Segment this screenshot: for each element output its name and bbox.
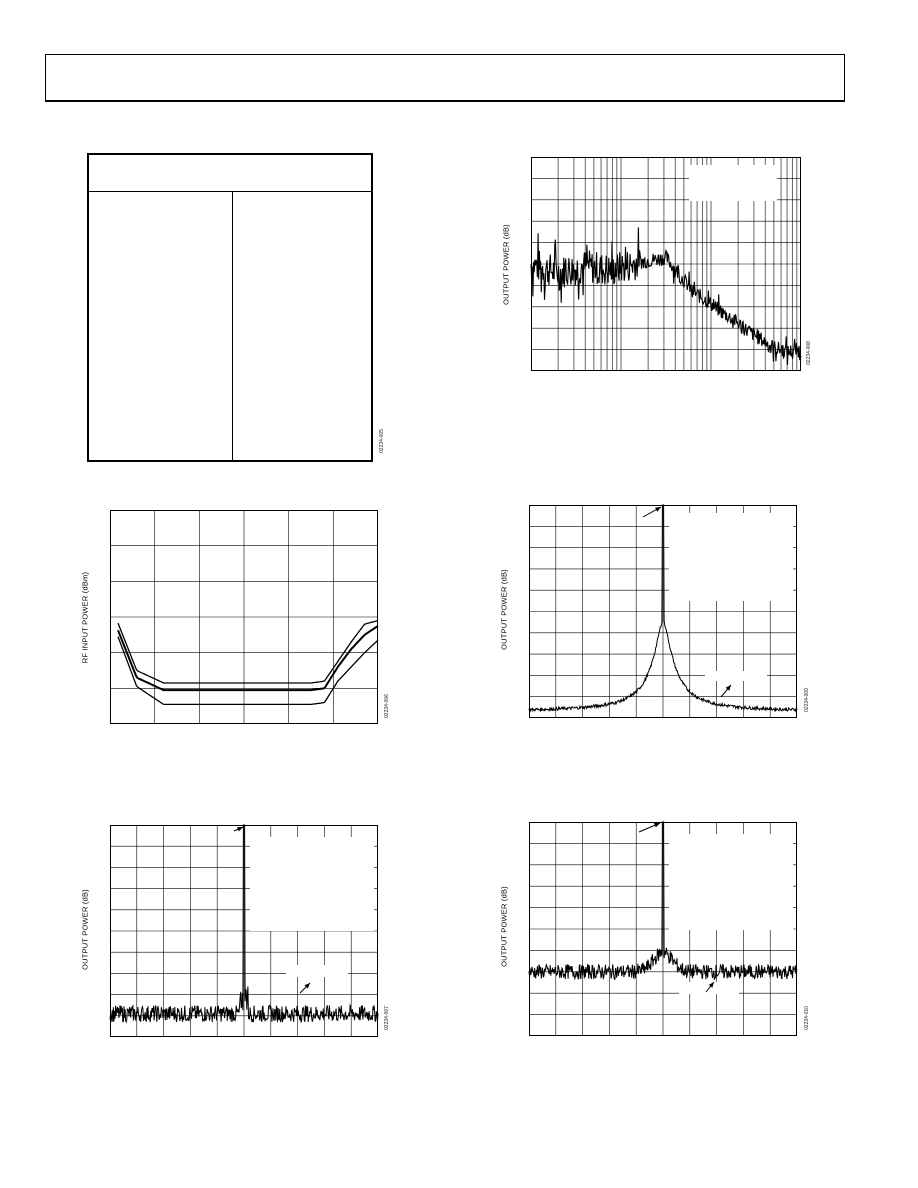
- legend-box-1: [250, 837, 374, 931]
- rf-input-power-chart: [110, 510, 379, 724]
- series-line-1: [117, 619, 379, 684]
- series-line-3: [117, 636, 379, 706]
- annotation-arrowhead: [725, 685, 731, 691]
- series-line-2: [117, 625, 379, 692]
- y-axis-label-log: OUTPUT POWER (dB): [501, 224, 511, 305]
- spectrum-peak-c-plot: [528, 821, 798, 1036]
- figure-code-peak-b: 02234-009: [804, 688, 810, 712]
- legend-box-2: [286, 965, 348, 977]
- y-axis-label-peak-c: OUTPUT POWER (dB): [499, 886, 509, 967]
- spectrum-log-plot: [530, 157, 802, 371]
- annotation-arrowhead: [237, 827, 243, 832]
- data-table: [87, 153, 373, 462]
- legend-box-2: [705, 671, 767, 681]
- spectrum-line: [530, 227, 802, 365]
- figure-code-table: 02234-005: [379, 429, 385, 453]
- figure-code-log: 02234-008: [806, 341, 812, 365]
- y-axis-label-peak-a: OUTPUT POWER (dB): [80, 889, 90, 970]
- figure-code-rf: 02234-006: [384, 694, 390, 718]
- spectrum-log-chart: [530, 157, 802, 371]
- spectrum-peak-a-chart: [109, 824, 379, 1037]
- annotation-arrowhead: [708, 982, 714, 988]
- table-column-divider: [232, 191, 233, 460]
- y-axis-label-peak-b: OUTPUT POWER (dB): [499, 569, 509, 650]
- spectrum-peak-a-plot: [109, 824, 379, 1037]
- spectrum-line: [109, 824, 379, 1024]
- spectrum-line: [528, 821, 798, 981]
- grid-lines: [110, 510, 378, 724]
- table-header-divider: [89, 191, 371, 192]
- legend-box: [689, 165, 777, 201]
- rf-input-power-plot: [110, 510, 379, 724]
- figure-code-peak-a: 02234-007: [384, 1006, 390, 1030]
- page-header-box: [45, 54, 845, 102]
- legend-box-1: [669, 513, 793, 601]
- spectrum-line: [528, 504, 798, 713]
- grid-lines: [531, 157, 801, 371]
- spectrum-peak-b-chart: [528, 504, 798, 718]
- annotation-arrowhead: [654, 823, 660, 828]
- figure-code-peak-c: 02234-010: [804, 1006, 810, 1030]
- spectrum-peak-b-plot: [528, 504, 798, 718]
- y-axis-label-rf: RF INPUT POWER (dBm): [80, 571, 90, 664]
- annotation-arrowhead: [655, 507, 661, 512]
- legend-box-1: [669, 834, 793, 930]
- annotation-arrowhead: [304, 983, 310, 989]
- spectrum-peak-c-chart: [528, 821, 798, 1036]
